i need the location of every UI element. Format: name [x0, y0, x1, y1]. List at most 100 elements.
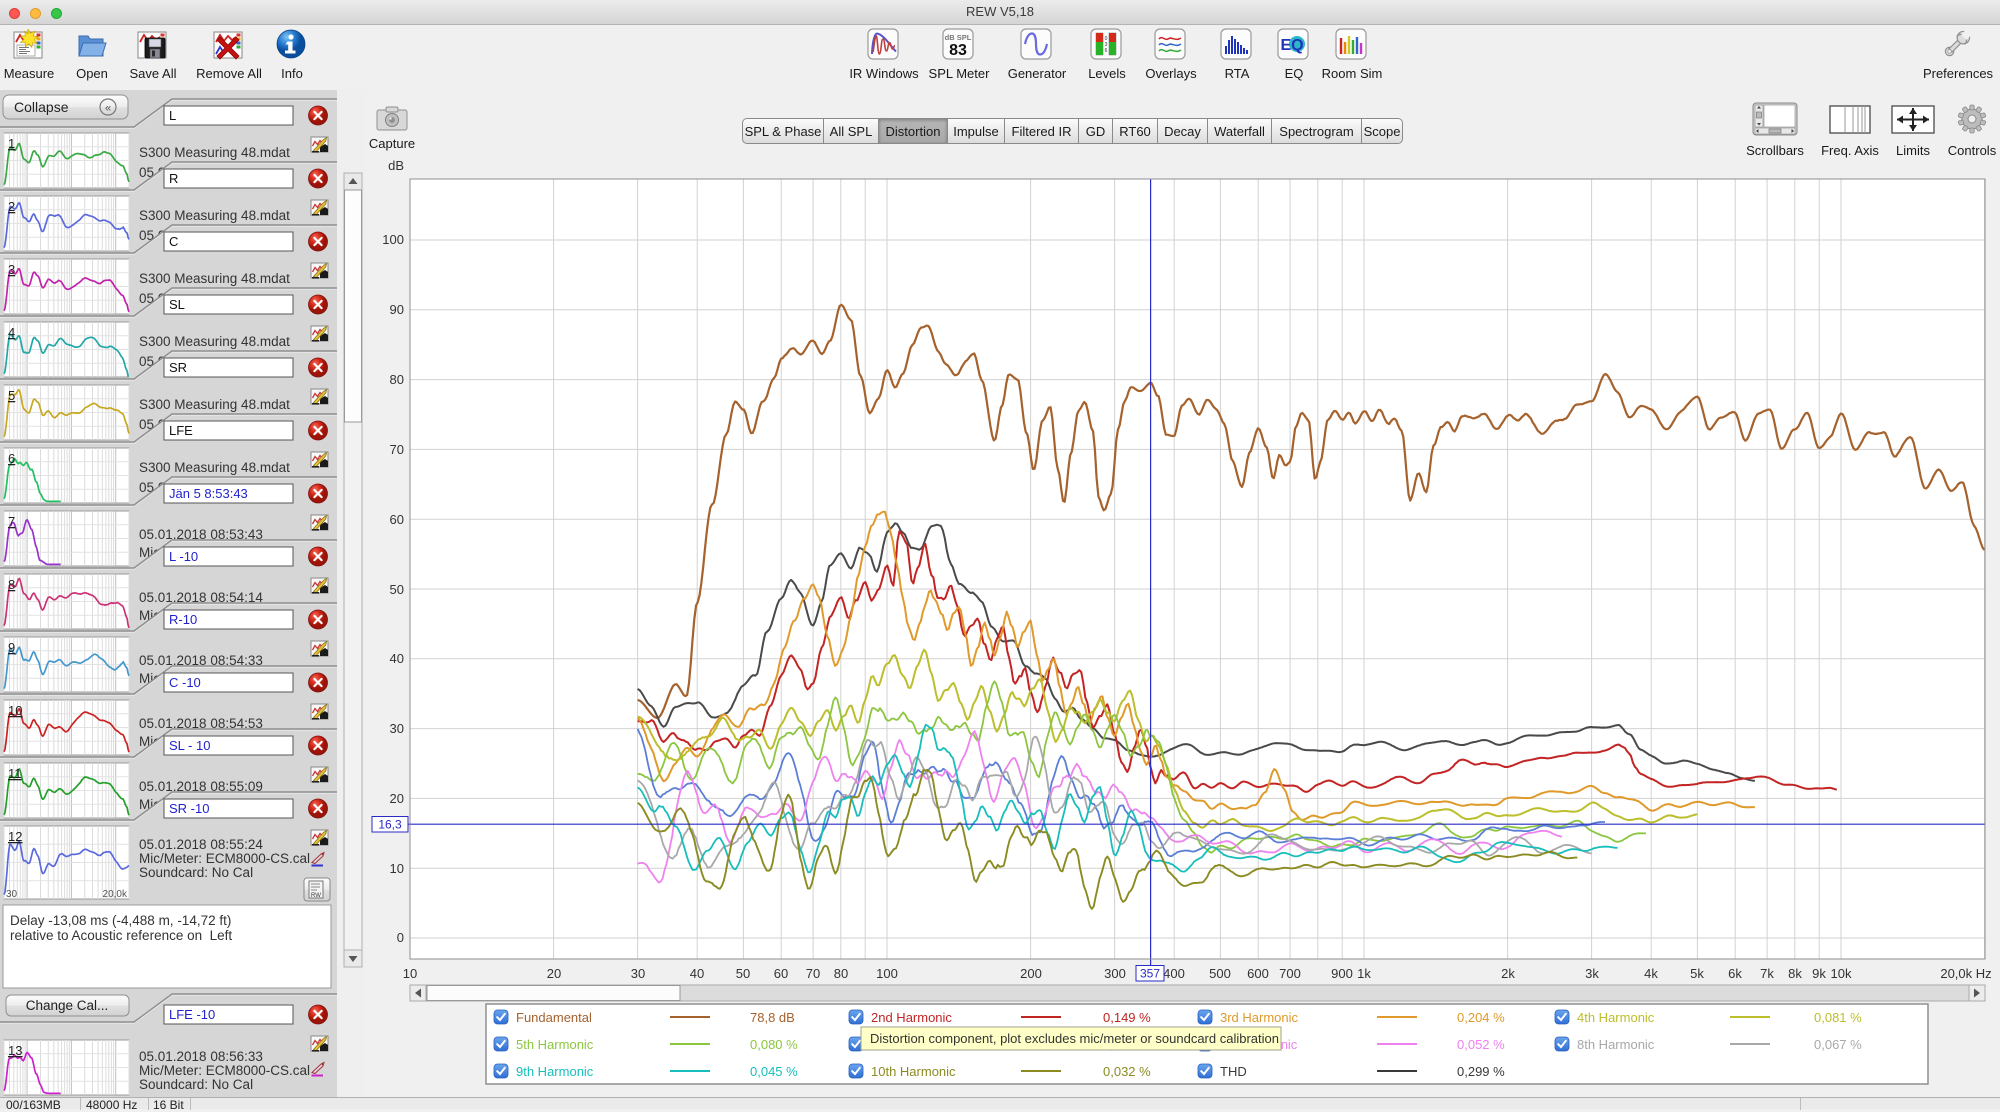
svg-text:0,032 %: 0,032 %	[1103, 1064, 1151, 1079]
svg-text:S300 Measuring 48.mdat: S300 Measuring 48.mdat	[139, 271, 290, 286]
svg-text:RW: RW	[311, 893, 321, 899]
svg-text:THD: THD	[1220, 1064, 1247, 1079]
svg-text:357: 357	[1140, 967, 1160, 981]
svg-text:16,3: 16,3	[378, 818, 402, 832]
svg-text:relative to Acoustic reference: relative to Acoustic reference on Left	[10, 928, 232, 943]
svg-text:R: R	[169, 171, 178, 186]
svg-text:400: 400	[1163, 966, 1185, 981]
svg-text:10: 10	[390, 861, 404, 876]
svg-text:10k: 10k	[1831, 966, 1852, 981]
svg-text:5th Harmonic: 5th Harmonic	[516, 1037, 594, 1052]
svg-text:20: 20	[547, 966, 561, 981]
svg-text:0: 0	[1105, 36, 1108, 42]
svg-text:L: L	[169, 108, 176, 123]
svg-text:Change Cal...: Change Cal...	[26, 998, 109, 1013]
svg-text:Soundcard: No Cal: Soundcard: No Cal	[139, 865, 253, 880]
svg-text:100: 100	[876, 966, 898, 981]
svg-text:4: 4	[8, 325, 15, 340]
svg-text:0,204 %: 0,204 %	[1457, 1010, 1505, 1025]
svg-text:3: 3	[8, 262, 15, 277]
svg-text:4th Harmonic: 4th Harmonic	[1577, 1010, 1655, 1025]
svg-text:0,149 %: 0,149 %	[1103, 1010, 1151, 1025]
svg-text:11: 11	[8, 766, 22, 781]
svg-text:C: C	[169, 234, 178, 249]
svg-text:SL: SL	[169, 297, 185, 312]
svg-text:90: 90	[390, 302, 404, 317]
svg-text:500: 500	[1209, 966, 1231, 981]
svg-text:30: 30	[390, 721, 404, 736]
svg-text:LFE -10: LFE -10	[169, 1007, 215, 1022]
svg-text:Controls: Controls	[1948, 143, 1997, 158]
svg-text:2k: 2k	[1501, 966, 1515, 981]
svg-text:70: 70	[390, 442, 404, 457]
svg-text:9th Harmonic: 9th Harmonic	[516, 1064, 594, 1079]
svg-text:Collapse: Collapse	[14, 99, 69, 115]
svg-text:Freq. Axis: Freq. Axis	[1821, 143, 1879, 158]
svg-text:20: 20	[390, 791, 404, 806]
svg-text:0,081 %: 0,081 %	[1814, 1010, 1862, 1025]
svg-text:6k: 6k	[1728, 966, 1742, 981]
svg-text:0,080 %: 0,080 %	[750, 1037, 798, 1052]
svg-text:8k: 8k	[1788, 966, 1802, 981]
svg-text:100: 100	[382, 232, 404, 247]
svg-text:3: 3	[1105, 42, 1108, 48]
svg-text:dB: dB	[388, 158, 404, 173]
svg-text:13: 13	[8, 1043, 22, 1058]
svg-text:0,045 %: 0,045 %	[750, 1064, 798, 1079]
svg-text:70: 70	[806, 966, 820, 981]
svg-text:300: 300	[1104, 966, 1126, 981]
svg-text:Scrollbars: Scrollbars	[1746, 143, 1804, 158]
svg-text:12: 12	[8, 829, 22, 844]
svg-text:1: 1	[8, 136, 15, 151]
svg-text:05.01.2018 08:55:24: 05.01.2018 08:55:24	[139, 837, 263, 852]
svg-text:30: 30	[6, 889, 18, 900]
svg-text:LFE: LFE	[169, 423, 193, 438]
svg-text:6: 6	[1105, 48, 1108, 54]
svg-text:S300 Measuring 48.mdat: S300 Measuring 48.mdat	[139, 334, 290, 349]
svg-text:7: 7	[8, 514, 15, 529]
svg-text:C -10: C -10	[169, 675, 201, 690]
svg-text:600: 600	[1247, 966, 1269, 981]
svg-text:dB SPL: dB SPL	[945, 33, 972, 42]
svg-text:2nd Harmonic: 2nd Harmonic	[871, 1010, 952, 1025]
svg-text:05.01.2018 08:53:43: 05.01.2018 08:53:43	[139, 527, 263, 542]
svg-text:SR: SR	[169, 360, 187, 375]
svg-text:S300 Measuring 48.mdat: S300 Measuring 48.mdat	[139, 397, 290, 412]
svg-text:9k: 9k	[1812, 966, 1826, 981]
svg-text:80: 80	[834, 966, 848, 981]
svg-text:200: 200	[1020, 966, 1042, 981]
svg-text:6: 6	[8, 451, 15, 466]
svg-text:L -10: L -10	[169, 549, 198, 564]
svg-text:05.01.2018 08:56:33: 05.01.2018 08:56:33	[139, 1049, 263, 1064]
svg-text:10: 10	[8, 703, 22, 718]
svg-text:1k: 1k	[1357, 966, 1371, 981]
svg-text:Fundamental: Fundamental	[516, 1010, 592, 1025]
svg-text:«: «	[105, 103, 111, 115]
svg-text:3rd Harmonic: 3rd Harmonic	[1220, 1010, 1299, 1025]
svg-text:83: 83	[949, 42, 967, 59]
svg-text:900: 900	[1331, 966, 1353, 981]
svg-text:S300 Measuring 48.mdat: S300 Measuring 48.mdat	[139, 460, 290, 475]
svg-text:SL - 10: SL - 10	[169, 738, 210, 753]
svg-text:3k: 3k	[1585, 966, 1599, 981]
svg-text:20,0k: 20,0k	[103, 889, 128, 900]
svg-text:10th Harmonic: 10th Harmonic	[871, 1064, 956, 1079]
svg-text:5k: 5k	[1690, 966, 1704, 981]
svg-text:Limits: Limits	[1896, 143, 1930, 158]
svg-text:Soundcard: No Cal: Soundcard: No Cal	[139, 1077, 253, 1092]
svg-text:700: 700	[1279, 966, 1301, 981]
svg-text:05.01.2018 08:54:53: 05.01.2018 08:54:53	[139, 716, 263, 731]
svg-text:0: 0	[397, 930, 404, 945]
svg-text:2: 2	[8, 199, 15, 214]
svg-text:05.01.2018 08:54:14: 05.01.2018 08:54:14	[139, 590, 263, 605]
svg-text:8: 8	[8, 577, 15, 592]
svg-text:05.01.2018 08:55:09: 05.01.2018 08:55:09	[139, 779, 263, 794]
svg-text:0,052 %: 0,052 %	[1457, 1037, 1505, 1052]
svg-text:50: 50	[390, 582, 404, 597]
svg-text:S300 Measuring 48.mdat: S300 Measuring 48.mdat	[139, 208, 290, 223]
svg-text:30: 30	[631, 966, 645, 981]
svg-text:20,0k Hz: 20,0k Hz	[1940, 966, 1991, 981]
svg-text:S300 Measuring 48.mdat: S300 Measuring 48.mdat	[139, 145, 290, 160]
svg-text:0,299 %: 0,299 %	[1457, 1064, 1505, 1079]
svg-text:80: 80	[390, 372, 404, 387]
